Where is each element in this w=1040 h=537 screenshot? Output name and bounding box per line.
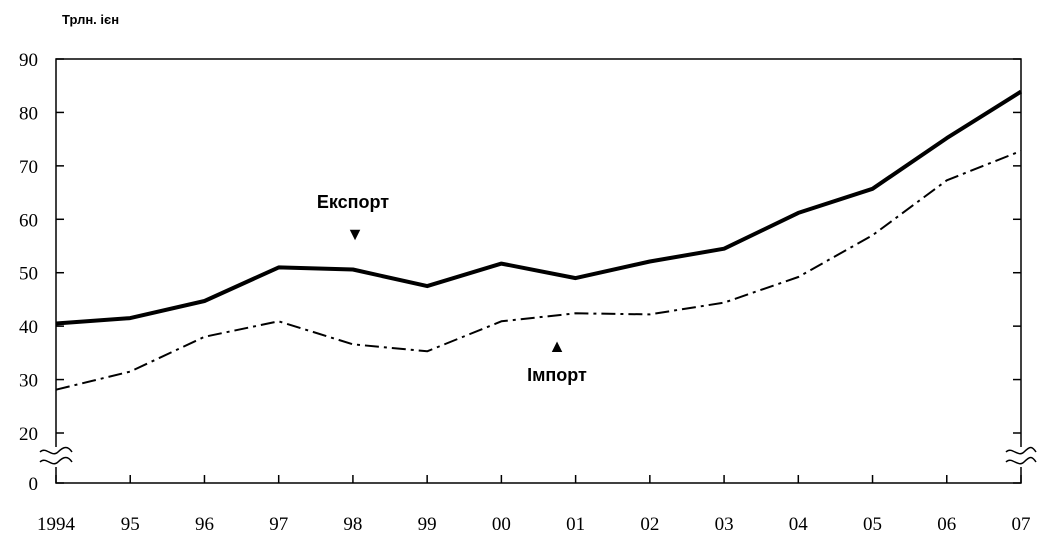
x-tick-label: 96 [195, 514, 214, 535]
x-tick-label: 04 [789, 514, 809, 535]
x-tick-label: 97 [269, 514, 288, 535]
y-tick-label: 0 [29, 474, 39, 495]
axis-break-right [1005, 446, 1037, 467]
plot-frame [55, 58, 1022, 484]
x-tick-label: 05 [863, 514, 882, 535]
annotation-import: ▲ Імпорт [527, 336, 587, 385]
x-tick-label: 00 [492, 514, 511, 535]
x-tick-label: 95 [121, 514, 140, 535]
export-annotation-label: Експорт [317, 192, 389, 212]
x-tick-label: 1994 [37, 514, 76, 535]
import-annotation-arrow: ▲ [548, 336, 566, 356]
y-tick-label: 20 [19, 424, 38, 445]
y-tick-label: 70 [19, 157, 38, 178]
y-tick-label: 80 [19, 103, 38, 124]
x-tick-label: 06 [937, 514, 956, 535]
x-tick-label: 07 [1012, 514, 1031, 535]
annotation-export: Експорт ▼ [317, 192, 389, 244]
y-tick-label: 90 [19, 50, 38, 71]
axis-break-left [39, 446, 73, 467]
x-tick-label: 98 [343, 514, 362, 535]
y-unit-label: Трлн. ієн [62, 12, 119, 27]
x-axis: 1994 95 96 97 98 99 00 01 02 03 04 05 06 07 [37, 475, 1031, 535]
y-tick-label: 60 [19, 210, 38, 231]
export-annotation-arrow: ▼ [346, 224, 364, 244]
y-axis: 90 80 70 60 50 40 30 20 0 [19, 50, 1021, 495]
y-tick-label: 30 [19, 371, 38, 392]
series-line-import [55, 149, 1022, 391]
y-tick-label: 40 [19, 317, 38, 338]
y-tick-label: 50 [19, 264, 38, 285]
x-tick-label: 99 [418, 514, 437, 535]
x-tick-label: 01 [566, 514, 585, 535]
series-line-export [55, 89, 1023, 326]
series-layer [55, 89, 1023, 391]
import-annotation-label: Імпорт [527, 365, 587, 385]
x-tick-label: 02 [640, 514, 659, 535]
x-tick-label: 03 [715, 514, 734, 535]
